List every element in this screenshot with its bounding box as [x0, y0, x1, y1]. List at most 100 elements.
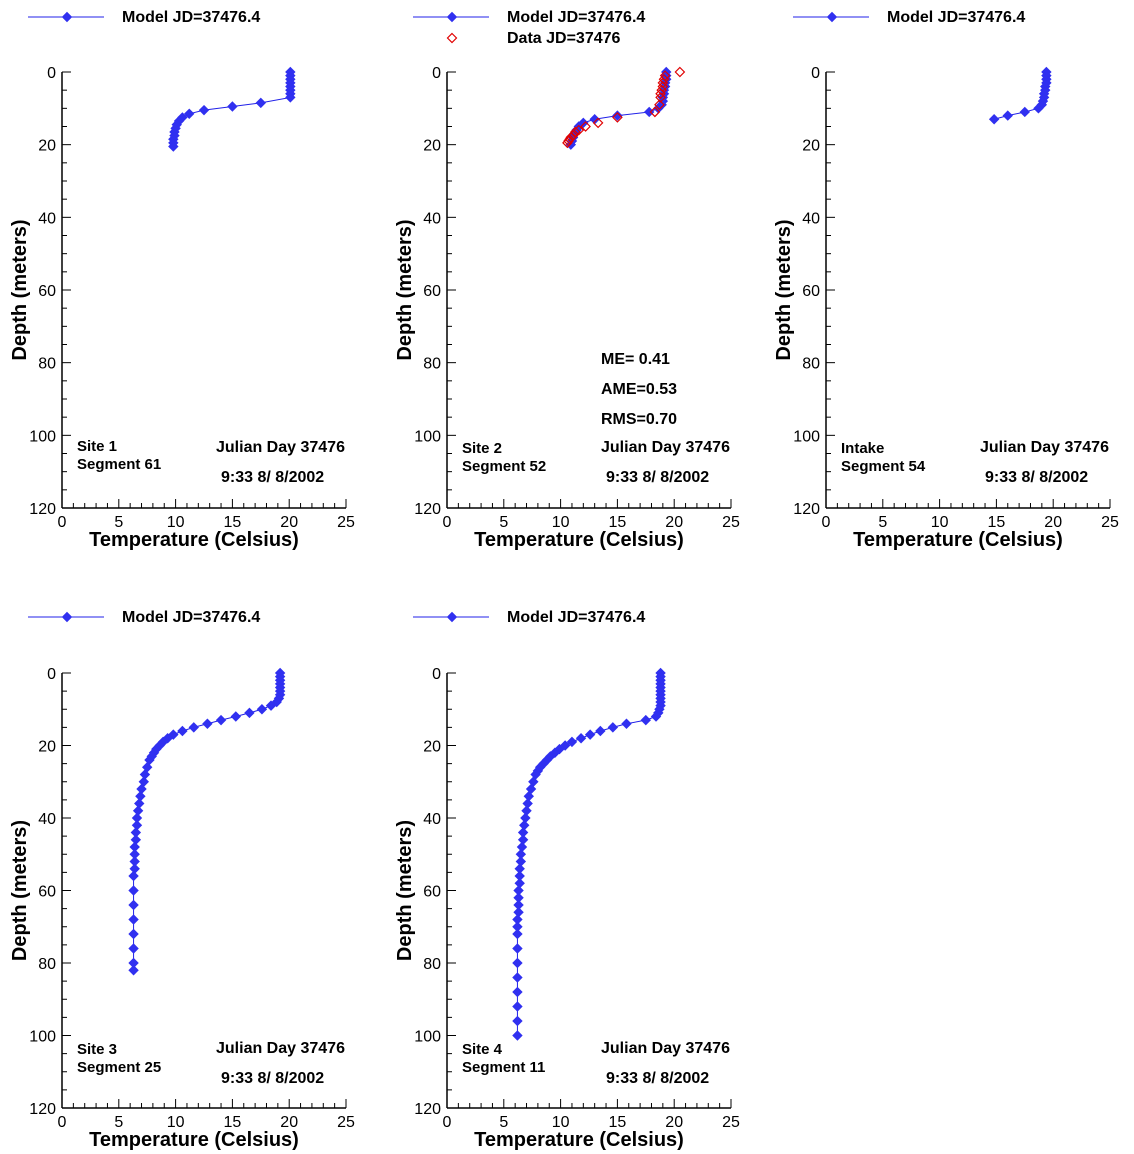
observed-point — [570, 126, 581, 138]
x-tick-label: 20 — [665, 514, 683, 531]
model-point — [515, 856, 527, 867]
model-profile-line — [133, 673, 281, 971]
model-point — [128, 965, 139, 976]
model-point — [244, 707, 255, 719]
legend-entry: Model JD=37476.4 — [507, 9, 645, 26]
site-label-line: Segment 11 — [462, 1059, 545, 1076]
legend: Model JD=37476.4 Data JD=37476 — [413, 9, 645, 47]
y-axis-title: Depth (meters) — [773, 219, 795, 360]
model-point — [132, 805, 144, 816]
x-tick-label: 20 — [280, 514, 298, 531]
y-tick-label: 20 — [423, 138, 441, 155]
legend-marker-model — [826, 11, 838, 23]
error-stat: ME= 0.41 — [601, 351, 670, 368]
model-point — [198, 104, 210, 116]
model-profile-line — [570, 72, 667, 145]
observed-point — [655, 88, 666, 100]
y-tick-label: 0 — [811, 65, 820, 82]
model-point — [512, 943, 523, 954]
model-point — [265, 700, 277, 711]
x-axis-title: Temperature (Celsius) — [474, 529, 684, 551]
x-tick-label: 15 — [988, 514, 1006, 531]
x-tick-label: 10 — [552, 514, 570, 531]
site-label-line: Segment 61 — [77, 456, 161, 473]
model-point — [512, 1001, 523, 1012]
series-model — [168, 66, 296, 152]
julian-day-label: Julian Day 37476 — [601, 439, 730, 456]
timestamp-label: 9:33 8/ 8/2002 — [606, 1070, 709, 1087]
x-tick-label: 0 — [443, 514, 452, 531]
julian-day-label: Julian Day 37476 — [216, 1040, 345, 1057]
date-label: Julian Day 37476 9:33 8/ 8/2002 — [216, 439, 345, 486]
series-model — [512, 667, 666, 1041]
y-tick-label: 120 — [29, 501, 56, 518]
legend-entry: Model JD=37476.4 — [122, 609, 260, 626]
x-tick-label: 0 — [443, 1114, 452, 1131]
model-point — [522, 798, 533, 809]
legend: Model JD=37476.4 — [413, 609, 645, 626]
site-label-line: Segment 25 — [77, 1059, 161, 1076]
x-tick-label: 15 — [609, 514, 627, 531]
y-tick-label: 100 — [414, 1029, 441, 1046]
model-point — [129, 863, 140, 874]
y-axis-title: Depth (meters) — [394, 820, 416, 961]
error-stat: RMS=0.70 — [601, 411, 677, 428]
site-label-line: Segment 54 — [841, 458, 926, 475]
observed-point — [612, 112, 623, 123]
y-tick-label: 120 — [29, 1101, 56, 1118]
y-tick-label: 40 — [423, 811, 441, 828]
model-point — [131, 820, 143, 831]
model-point — [595, 725, 606, 737]
observed-point — [654, 99, 665, 111]
y-tick-label: 120 — [414, 501, 441, 518]
y-tick-label: 60 — [802, 283, 820, 300]
x-tick-label: 0 — [58, 514, 67, 531]
model-point — [566, 736, 578, 748]
model-point — [612, 110, 623, 121]
site-label-line: Site 1 — [77, 438, 117, 455]
y-axis-title: Depth (meters) — [9, 219, 31, 360]
julian-day-label: Julian Day 37476 — [216, 439, 345, 456]
model-point — [128, 914, 139, 925]
y-axis-title: Depth (meters) — [394, 219, 416, 360]
x-tick-label: 20 — [1044, 514, 1062, 531]
legend-marker-data — [446, 32, 458, 44]
x-tick-label: 10 — [167, 514, 185, 531]
timestamp-label: 9:33 8/ 8/2002 — [985, 469, 1088, 486]
model-point — [644, 106, 655, 118]
y-tick-label: 0 — [47, 666, 56, 683]
x-axis-title: Temperature (Celsius) — [474, 1129, 684, 1151]
model-point — [650, 711, 662, 722]
model-point — [285, 92, 296, 103]
site-label-line: Intake — [841, 440, 884, 457]
model-point — [575, 733, 587, 744]
model-point — [184, 108, 195, 119]
model-point — [521, 805, 532, 816]
y-tick-label: 120 — [793, 501, 820, 518]
timestamp-label: 9:33 8/ 8/2002 — [221, 1070, 324, 1087]
timestamp-label: 9:33 8/ 8/2002 — [606, 469, 709, 486]
y-tick-label: 100 — [29, 1029, 56, 1046]
y-tick-label: 100 — [414, 428, 441, 445]
site-label-line: Site 2 — [462, 440, 502, 457]
model-point — [1033, 103, 1044, 114]
observed-point — [674, 66, 686, 78]
julian-day-label: Julian Day 37476 — [980, 439, 1109, 456]
legend-entry: Model JD=37476.4 — [122, 9, 260, 26]
legend-marker-model — [446, 11, 458, 23]
x-tick-label: 5 — [114, 1114, 123, 1131]
x-tick-label: 25 — [1101, 514, 1119, 531]
y-axis-title: Depth (meters) — [9, 820, 31, 961]
y-tick-label: 20 — [38, 138, 56, 155]
timestamp-label: 9:33 8/ 8/2002 — [221, 469, 324, 486]
model-point — [128, 928, 139, 940]
x-tick-label: 10 — [167, 1114, 185, 1131]
y-tick-label: 0 — [432, 666, 441, 683]
observed-point — [580, 121, 591, 132]
